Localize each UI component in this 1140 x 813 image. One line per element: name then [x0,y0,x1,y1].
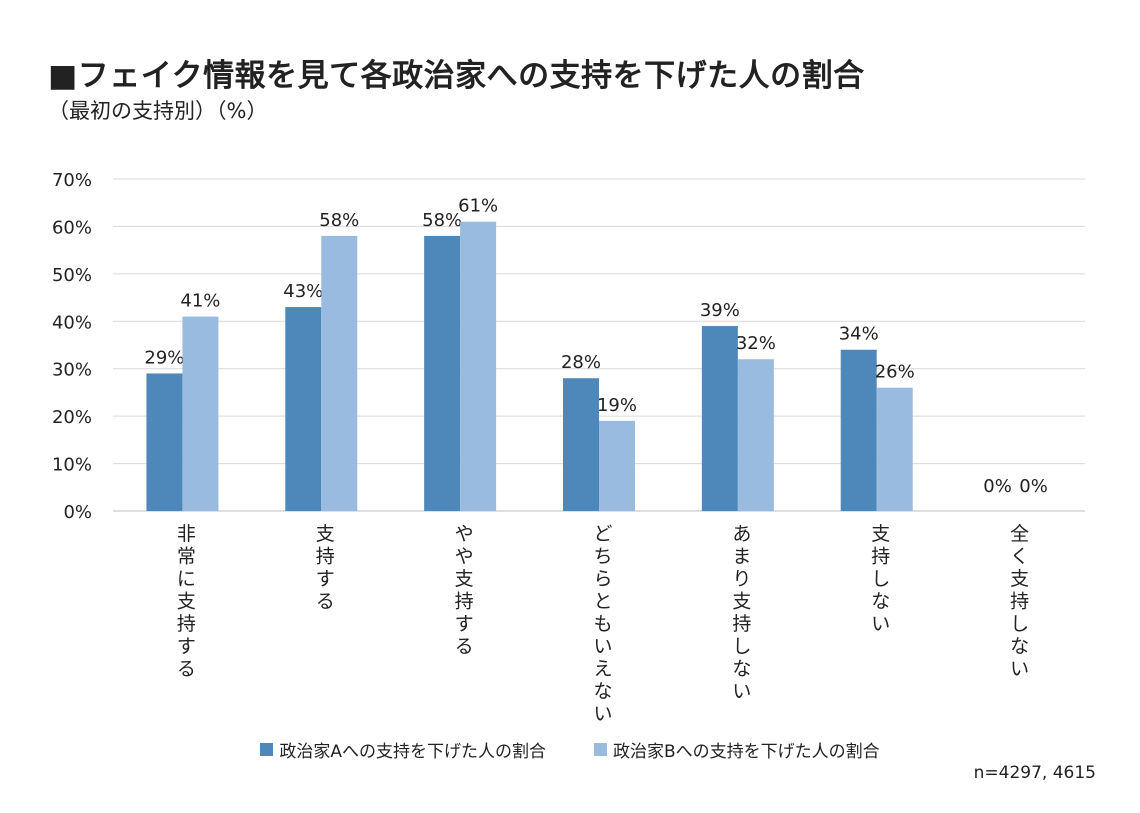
legend: 政治家Aへの支持を下げた人の割合 政治家Bへの支持を下げた人の割合 [0,737,1140,762]
data-label: 32% [736,333,776,354]
bar [321,235,358,511]
bar [460,221,497,511]
bar [146,373,183,511]
bar [840,349,877,511]
data-label: 29% [144,347,184,368]
y-tick-label: 30% [52,360,92,381]
y-tick-label: 70% [52,170,92,191]
data-label: 41% [180,291,220,312]
data-label: 19% [597,395,637,416]
data-label: 28% [561,352,601,373]
legend-item-series-a: 政治家Aへの支持を下げた人の割合 [260,737,546,762]
bar [424,235,461,511]
x-tick-label: 支持する [316,523,335,613]
bar [876,387,913,511]
y-tick-label: 50% [52,265,92,286]
y-tick-label: 40% [52,312,92,333]
data-label: 34% [839,324,879,345]
legend-swatch-b [593,743,607,756]
legend-label-b: 政治家Bへの支持を下げた人の割合 [612,742,880,762]
bar [182,316,219,511]
chart-subtitle: （最初の支持別）（%） [48,99,268,123]
bar [599,420,635,511]
data-label: 58% [319,210,359,231]
y-tick-label: 10% [52,455,92,476]
bar [701,326,738,511]
data-label: 26% [875,362,915,383]
sample-size-note: n=4297, 4615 [973,763,1096,783]
legend-item-series-b: 政治家Bへの支持を下げた人の割合 [593,737,880,762]
x-tick-label: やや支持する [455,523,474,658]
y-tick-label: 60% [52,217,92,238]
y-tick-label: 0% [63,502,92,523]
x-tick-label: 非常に支持する [177,523,196,680]
data-label: 61% [458,196,498,217]
x-tick-label: あまり支持しない [732,523,751,703]
data-label: 0% [983,476,1012,497]
legend-label-a: 政治家Aへの支持を下げた人の割合 [279,742,546,762]
x-tick-label: 全く支持しない [1010,523,1029,680]
legend-swatch-a [260,743,274,756]
data-label: 43% [283,281,323,302]
data-label: 58% [422,210,462,231]
bar [285,307,322,511]
bar-chart: 0% 10% 20% 30% 40% 50% 60% 70% 29% 41% 非常に支持する 43% 5… [52,170,1085,725]
bar [737,359,774,511]
x-tick-label: 支持しない [871,523,890,635]
chart-title: ■フェイク情報を見て各政治家への支持を下げた人の割合 [48,58,865,94]
bar [563,378,599,511]
data-label: 0% [1019,476,1048,497]
y-tick-label: 20% [52,407,92,428]
data-label: 39% [700,300,740,321]
x-tick-label: どちらともいえない [593,523,612,725]
